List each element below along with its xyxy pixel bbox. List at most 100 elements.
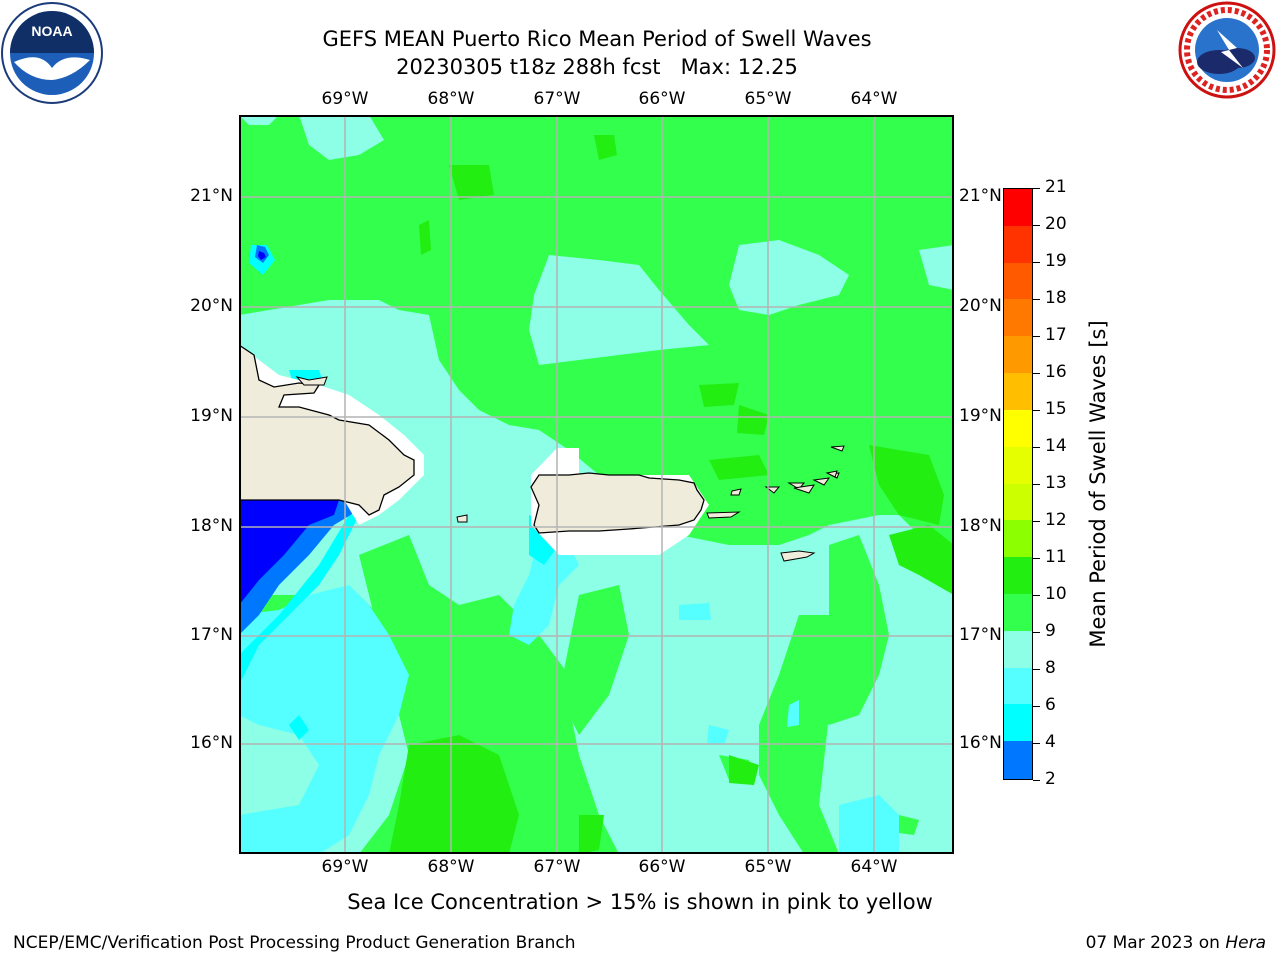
lat-label-right: 17°N	[959, 625, 1002, 645]
lon-label-top: 66°W	[638, 89, 686, 109]
lat-label-left: 17°N	[190, 625, 233, 645]
lon-label-top: 69°W	[321, 89, 369, 109]
lon-label-bottom: 69°W	[321, 857, 369, 877]
colorbar-segment	[1004, 557, 1032, 595]
colorbar-tick-label: 9	[1045, 621, 1056, 641]
colorbar-tick-mark	[1033, 668, 1040, 670]
tortuga-island	[295, 376, 328, 386]
colorbar-segment	[1004, 299, 1032, 337]
colorbar-tick-mark	[1033, 372, 1040, 374]
colorbar-ticks: 21 20 19 18 17 16 15 14 13 12 11 10 9 8 6 4 2	[1033, 177, 1093, 789]
colorbar-tick-label: 4	[1045, 732, 1056, 752]
map-panel	[239, 115, 954, 854]
colorbar-segment	[1004, 704, 1032, 742]
colorbar-tick-label: 21	[1045, 177, 1067, 197]
lat-label-right: 20°N	[959, 296, 1002, 316]
colorbar-tick-label: 16	[1045, 362, 1067, 382]
lon-label-bottom: 67°W	[533, 857, 581, 877]
colorbar-tick-label: 11	[1045, 547, 1067, 567]
colorbar-tick-label: 18	[1045, 288, 1067, 308]
colorbar-tick-label: 10	[1045, 584, 1067, 604]
colorbar-segment	[1004, 483, 1032, 521]
sea-dark-green-patches	[389, 135, 954, 854]
colorbar-segment	[1004, 409, 1032, 448]
noaa-logo: NOAA	[1, 2, 103, 104]
colorbar-tick-label: 14	[1045, 436, 1067, 456]
lat-label-left: 21°N	[190, 186, 233, 206]
colorbar-tick-mark	[1033, 520, 1040, 522]
lat-label-left: 18°N	[190, 516, 233, 536]
colorbar-segment	[1004, 520, 1032, 558]
colorbar-segment	[1004, 262, 1032, 300]
lon-label-top: 67°W	[533, 89, 581, 109]
colorbar-label: Mean Period of Swell Waves [s]	[1086, 320, 1110, 648]
lon-label-bottom: 68°W	[427, 857, 475, 877]
colorbar-segment	[1004, 593, 1032, 632]
colorbar-tick-label: 15	[1045, 399, 1067, 419]
colorbar-segment	[1004, 189, 1032, 227]
colorbar-tick-label: 19	[1045, 251, 1067, 271]
lon-label-top: 68°W	[427, 89, 475, 109]
lon-label-bottom: 65°W	[744, 857, 792, 877]
colorbar-segment	[1004, 741, 1032, 779]
lat-label-right: 16°N	[959, 733, 1002, 753]
colorbar-segment	[1004, 630, 1032, 669]
colorbar	[1003, 188, 1033, 780]
map-gridlines	[239, 115, 954, 854]
footer-date: 07 Mar 2023 on	[1085, 933, 1226, 953]
map-subtitle: 20230305 t18z 288h fcst Max: 12.25	[396, 55, 798, 79]
colorbar-segment	[1004, 446, 1032, 484]
lon-label-top: 64°W	[850, 89, 898, 109]
nws-logo	[1178, 1, 1276, 99]
colorbar-tick-label: 8	[1045, 658, 1056, 678]
colorbar-tick-label: 6	[1045, 695, 1056, 715]
lat-label-left: 20°N	[190, 296, 233, 316]
colorbar-tick-mark	[1033, 335, 1040, 337]
colorbar-tick-mark	[1033, 224, 1040, 226]
lat-label-right: 21°N	[959, 186, 1002, 206]
lat-label-right: 18°N	[959, 516, 1002, 536]
sea-cyan-region	[239, 535, 899, 854]
colorbar-tick-mark	[1033, 187, 1040, 189]
colorbar-tick-mark	[1033, 631, 1040, 633]
lat-label-right: 19°N	[959, 406, 1002, 426]
lat-label-left: 19°N	[190, 406, 233, 426]
map-frame	[239, 115, 954, 854]
virgin-islands	[764, 445, 845, 562]
sea-ice-note: Sea Ice Concentration > 15% is shown in …	[0, 890, 1280, 914]
svg-text:NOAA: NOAA	[31, 23, 72, 39]
colorbar-tick-label: 12	[1045, 510, 1067, 530]
colorbar-tick-mark	[1033, 483, 1040, 485]
colorbar-tick-label: 17	[1045, 325, 1067, 345]
lon-label-bottom: 66°W	[638, 857, 686, 877]
colorbar-segment	[1004, 225, 1032, 264]
colorbar-tick-mark	[1033, 594, 1040, 596]
colorbar-tick-mark	[1033, 557, 1040, 559]
footer-right: 07 Mar 2023 on Hera	[1086, 933, 1266, 953]
sea-ice-note-text: Sea Ice Concentration > 15% is shown in …	[347, 890, 933, 914]
colorbar-tick-mark	[1033, 409, 1040, 411]
colorbar-tick-mark	[1033, 446, 1040, 448]
lon-label-top: 65°W	[744, 89, 792, 109]
footer-machine: Hera	[1225, 933, 1266, 953]
colorbar-tick-mark	[1033, 742, 1040, 744]
colorbar-tick-mark	[1033, 261, 1040, 263]
mona-island	[456, 514, 468, 523]
map-title: GEFS MEAN Puerto Rico Mean Period of Swe…	[322, 27, 872, 51]
colorbar-tick-mark	[1033, 779, 1040, 781]
lon-label-bottom: 64°W	[850, 857, 898, 877]
puerto-rico-land	[530, 472, 705, 534]
footer-left: NCEP/EMC/Verification Post Processing Pr…	[13, 933, 576, 953]
colorbar-tick-label: 2	[1045, 769, 1056, 789]
colorbar-segment	[1004, 336, 1032, 374]
vieques-island	[706, 511, 741, 519]
colorbar-segment	[1004, 667, 1032, 705]
hispaniola-land	[239, 344, 415, 516]
lat-label-left: 16°N	[190, 733, 233, 753]
colorbar-tick-label: 13	[1045, 473, 1067, 493]
colorbar-tick-label: 20	[1045, 214, 1067, 234]
colorbar-segment	[1004, 373, 1032, 411]
colorbar-tick-mark	[1033, 298, 1040, 300]
culebra-island	[730, 488, 742, 496]
colorbar-tick-mark	[1033, 705, 1040, 707]
